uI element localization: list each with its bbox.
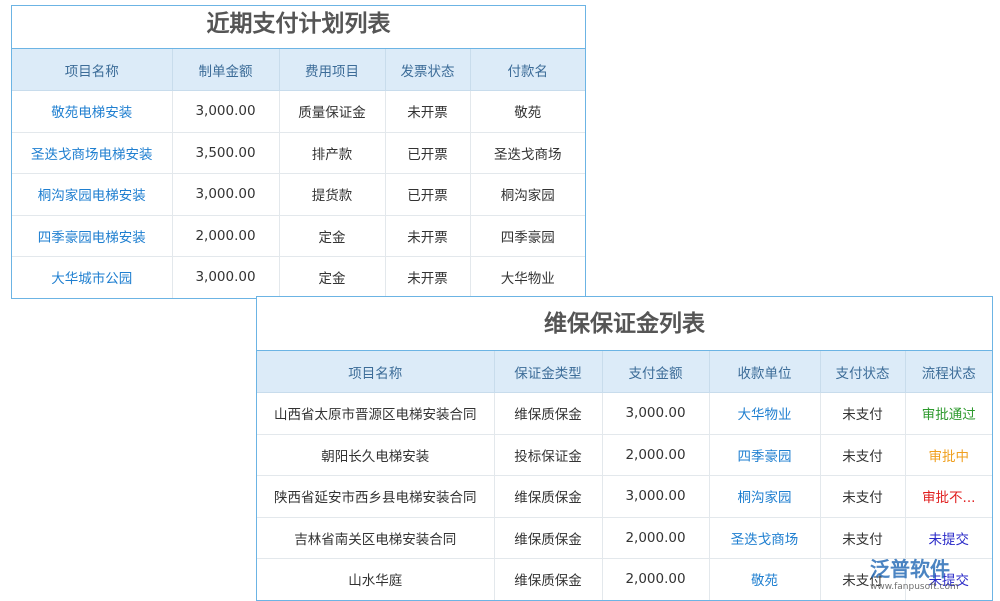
cell: 2,000.00: [601, 558, 710, 600]
link-cell[interactable]: 敬苑: [708, 558, 821, 600]
cell: 山西省太原市晋源区电梯安装合同: [257, 392, 495, 435]
cell: 未支付: [819, 392, 906, 435]
cell: 投标保证金: [493, 433, 603, 476]
cell: 未开票: [384, 214, 471, 257]
cell: 审批不...: [904, 475, 992, 518]
cell: 定金: [278, 256, 386, 298]
watermark-url: www.fanpusoft.com: [870, 582, 959, 592]
column-header: 发票状态: [384, 49, 471, 91]
table: 项目名称 制单金额 费用项目 发票状态 付款名 敬苑电梯安装 3,000.00 质量保证金 未开…: [12, 49, 585, 298]
table-row: 桐沟家园电梯安装 3,000.00 提货款 已开票 桐沟家园: [12, 173, 585, 216]
table-row: 大华城市公园 3,000.00 定金 未开票 大华物业: [12, 256, 585, 298]
cell: 朝阳长久电梯安装: [257, 433, 495, 476]
link-cell[interactable]: 敬苑电梯安装: [12, 90, 173, 133]
cell: 3,000.00: [171, 173, 280, 216]
cell: 3,000.00: [171, 256, 280, 298]
cell: 四季豪园: [469, 214, 585, 257]
table-title: 维保保证金列表: [257, 297, 992, 351]
column-header: 项目名称: [12, 49, 173, 91]
cell: 维保质保金: [493, 475, 603, 518]
cell: 山水华庭: [257, 558, 495, 600]
cell: 未支付: [819, 516, 906, 559]
link-cell[interactable]: 四季豪园: [708, 433, 821, 476]
cell: 吉林省南关区电梯安装合同: [257, 516, 495, 559]
cell: 维保质保金: [493, 558, 603, 600]
cell: 3,500.00: [171, 131, 280, 174]
cell: 圣迭戈商场: [469, 131, 585, 174]
column-header: 支付金额: [601, 351, 710, 393]
cell: 维保质保金: [493, 392, 603, 435]
cell: 3,000.00: [601, 475, 710, 518]
cell: 2,000.00: [601, 516, 710, 559]
table-row: 敬苑电梯安装 3,000.00 质量保证金 未开票 敬苑: [12, 90, 585, 133]
link-cell[interactable]: 圣迭戈商场电梯安装: [12, 131, 173, 174]
column-header: 项目名称: [257, 351, 495, 393]
table-row: 山水华庭 维保质保金 2,000.00 敬苑 未支付 未提交: [257, 558, 992, 600]
cell: 未支付: [819, 433, 906, 476]
cell: 提货款: [278, 173, 386, 216]
link-cell[interactable]: 大华物业: [708, 392, 821, 435]
cell: 未支付: [819, 475, 906, 518]
table-row: 陕西省延安市西乡县电梯安装合同 维保质保金 3,000.00 桐沟家园 未支付 审批不..…: [257, 475, 992, 518]
cell: 陕西省延安市西乡县电梯安装合同: [257, 475, 495, 518]
column-header: 制单金额: [171, 49, 280, 91]
cell: 质量保证金: [278, 90, 386, 133]
link-cell[interactable]: 桐沟家园电梯安装: [12, 173, 173, 216]
column-header: 支付状态: [819, 351, 906, 393]
table-row: 山西省太原市晋源区电梯安装合同 维保质保金 3,000.00 大华物业 未支付 审批通过: [257, 392, 992, 435]
table-row: 四季豪园电梯安装 2,000.00 定金 未开票 四季豪园: [12, 214, 585, 257]
cell: 已开票: [384, 173, 471, 216]
cell: 敬苑: [469, 90, 585, 133]
cell: 未支付: [819, 558, 906, 600]
column-header: 收款单位: [708, 351, 821, 393]
table-title: 近期支付计划列表: [12, 6, 585, 49]
table-row: 朝阳长久电梯安装 投标保证金 2,000.00 四季豪园 未支付 审批中: [257, 433, 992, 476]
column-header: 费用项目: [278, 49, 386, 91]
watermark-brand: 泛普软件: [870, 557, 950, 581]
cell: 审批中: [904, 433, 992, 476]
cell: 未提交: [904, 558, 992, 600]
watermark: 泛普软件 www.fanpusoft.com: [870, 553, 959, 592]
cell: 桐沟家园: [469, 173, 585, 216]
cell: 大华物业: [469, 256, 585, 298]
column-header: 付款名: [469, 49, 585, 91]
column-header: 保证金类型: [493, 351, 603, 393]
cell: 已开票: [384, 131, 471, 174]
cell: 未开票: [384, 90, 471, 133]
cell: 3,000.00: [171, 90, 280, 133]
payment-plan-table: 近期支付计划列表 项目名称 制单金额 费用项目 发票状态 付款名 敬苑电梯安装 3,000.…: [11, 5, 586, 299]
cell: 2,000.00: [171, 214, 280, 257]
link-cell[interactable]: 桐沟家园: [708, 475, 821, 518]
cell: 3,000.00: [601, 392, 710, 435]
link-cell[interactable]: 四季豪园电梯安装: [12, 214, 173, 257]
cell: 排产款: [278, 131, 386, 174]
cell: 2,000.00: [601, 433, 710, 476]
cell: 未开票: [384, 256, 471, 298]
deposit-table: 维保保证金列表 项目名称 保证金类型 支付金额 收款单位 支付状态 流程状态 山西省太原市晋…: [256, 296, 993, 601]
column-header: 流程状态: [904, 351, 992, 393]
link-cell[interactable]: 圣迭戈商场: [708, 516, 821, 559]
cell: 定金: [278, 214, 386, 257]
table: 项目名称 保证金类型 支付金额 收款单位 支付状态 流程状态 山西省太原市晋源区电梯安装合同…: [257, 351, 992, 600]
table-row: 圣迭戈商场电梯安装 3,500.00 排产款 已开票 圣迭戈商场: [12, 131, 585, 174]
link-cell[interactable]: 大华城市公园: [12, 256, 173, 298]
cell: 审批通过: [904, 392, 992, 435]
cell: 维保质保金: [493, 516, 603, 559]
